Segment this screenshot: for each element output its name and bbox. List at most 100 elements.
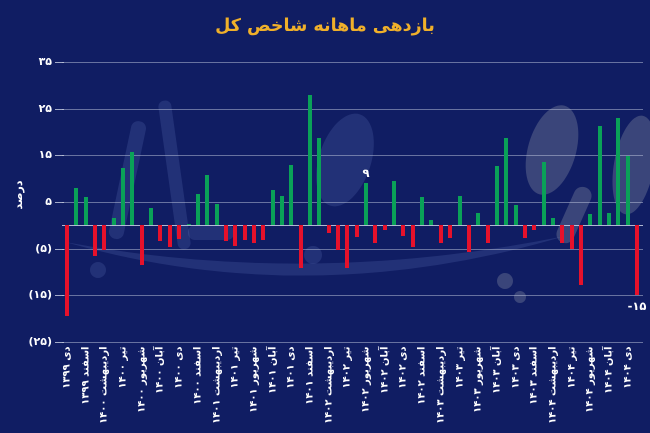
bar-negative [261,225,266,241]
bar-positive [205,174,210,226]
bar-positive [504,137,509,226]
bar-positive [476,212,481,226]
y-axis-tick [55,202,64,203]
bar-positive [588,214,593,226]
x-tick-label: دی ۱۴۰۴ [622,346,634,389]
bar-negative [233,225,238,246]
x-tick-label: دی ۱۴۰۱ [285,346,297,389]
bar-negative [382,225,387,230]
bar-positive [130,152,135,226]
bar-positive [214,203,219,226]
bar-positive [420,196,425,226]
bar-positive [111,218,116,226]
bar-negative [410,225,415,247]
bar-negative [485,225,490,244]
y-tick-label: (۲۵) [28,335,52,348]
chart-title: بازدهی ماهانه شاخص کل [215,16,435,36]
bar-negative [65,225,69,317]
bar-positive [195,193,200,226]
bar-negative [242,225,247,240]
x-tick-label: آبان ۱۴۰۰ [154,346,166,394]
bar-positive [607,213,611,226]
x-tick-label: اسفند ۱۳۹۹ [80,346,92,405]
x-tick-label: شهریور ۱۴۰۴ [584,346,596,413]
annotation-value-label: -۱۵ [627,299,647,314]
x-tick-label: دی ۱۴۰۲ [397,346,409,389]
x-tick-label: اردیبهشت ۱۴۰۲ [323,346,335,424]
bar-negative [448,225,453,239]
bar-negative [93,225,97,257]
bar-negative [466,225,471,253]
x-tick-label: تیر ۱۴۰۴ [566,346,578,388]
bar-negative [345,225,350,269]
gridline [62,62,643,63]
bar-positive [186,224,191,226]
bar-negative [560,225,565,244]
x-tick-label: شهریور ۱۴۰۲ [360,346,372,413]
bar-positive [149,207,154,226]
y-tick-label: (۱۵) [28,288,52,302]
bar-negative [336,225,340,250]
x-tick-label: شهریور ۱۴۰۰ [136,346,148,413]
bar-negative [326,225,331,234]
bar-positive [364,183,368,226]
y-axis-tick [55,248,64,250]
gridline [62,108,643,110]
x-tick-label: اسفند ۱۴۰۱ [304,346,316,405]
x-tick-label: شهریور ۱۴۰۳ [472,346,484,413]
x-tick-label: آبان ۱۴۰۳ [491,346,503,394]
bar-negative [532,225,537,230]
gridline [62,342,643,343]
bar-negative [401,225,406,236]
bar-negative [578,225,583,285]
bar-positive [279,196,284,226]
bar-negative [167,225,172,247]
bar-negative [354,225,359,237]
x-tick-label: اسفند ۱۴۰۰ [192,346,204,405]
annotation-value-label: ۹ [362,166,370,181]
y-tick-label: ۳۵ [38,55,52,68]
x-tick-label: تیر ۱۴۰۱ [229,346,241,388]
x-tick-label: تیر ۱۴۰۰ [117,346,129,388]
gridline [62,248,643,250]
bar-positive [121,168,126,226]
x-tick-label: اسفند ۱۴۰۳ [528,346,540,405]
bar-positive [83,197,88,226]
x-tick-label: شهریور ۱۴۰۱ [248,346,260,413]
bar-negative [569,225,574,250]
y-axis-tick [55,342,64,343]
x-tick-label: اردیبهشت ۱۴۰۳ [435,346,447,424]
bar-negative [522,225,527,238]
x-tick-label: تیر ۱۴۰۲ [341,346,353,388]
bar-negative [139,225,144,266]
y-axis-tick [55,62,64,63]
bar-positive [457,195,462,226]
y-axis-tick [55,295,64,297]
x-tick-label: تیر ۱۴۰۳ [454,346,465,388]
bar-negative [251,225,256,243]
bar-positive [289,164,294,226]
zero-axis-line [62,225,643,227]
bar-negative [177,225,182,239]
bar-positive [429,220,434,226]
bar-negative [102,225,107,250]
bar-positive [74,188,79,226]
bar-positive [550,218,555,226]
bar-negative [438,225,443,243]
x-tick-label: دی ۱۳۹۹ [61,346,73,389]
bar-negative [298,225,303,269]
x-tick-label: اردیبهشت ۱۴۰۴ [547,346,559,424]
bar-positive [270,190,275,226]
y-axis-tick [55,155,64,157]
x-tick-label: دی ۱۴۰۳ [510,346,521,389]
bar-negative [373,225,378,243]
gridline [62,155,643,157]
y-tick-label: ۲۵ [38,101,52,115]
x-tick-label: آبان ۱۴۰۴ [603,346,615,394]
bar-negative [223,225,228,242]
bar-positive [494,166,499,226]
bar-positive [317,137,322,226]
bar-positive [616,117,621,226]
bar-positive [625,156,630,226]
